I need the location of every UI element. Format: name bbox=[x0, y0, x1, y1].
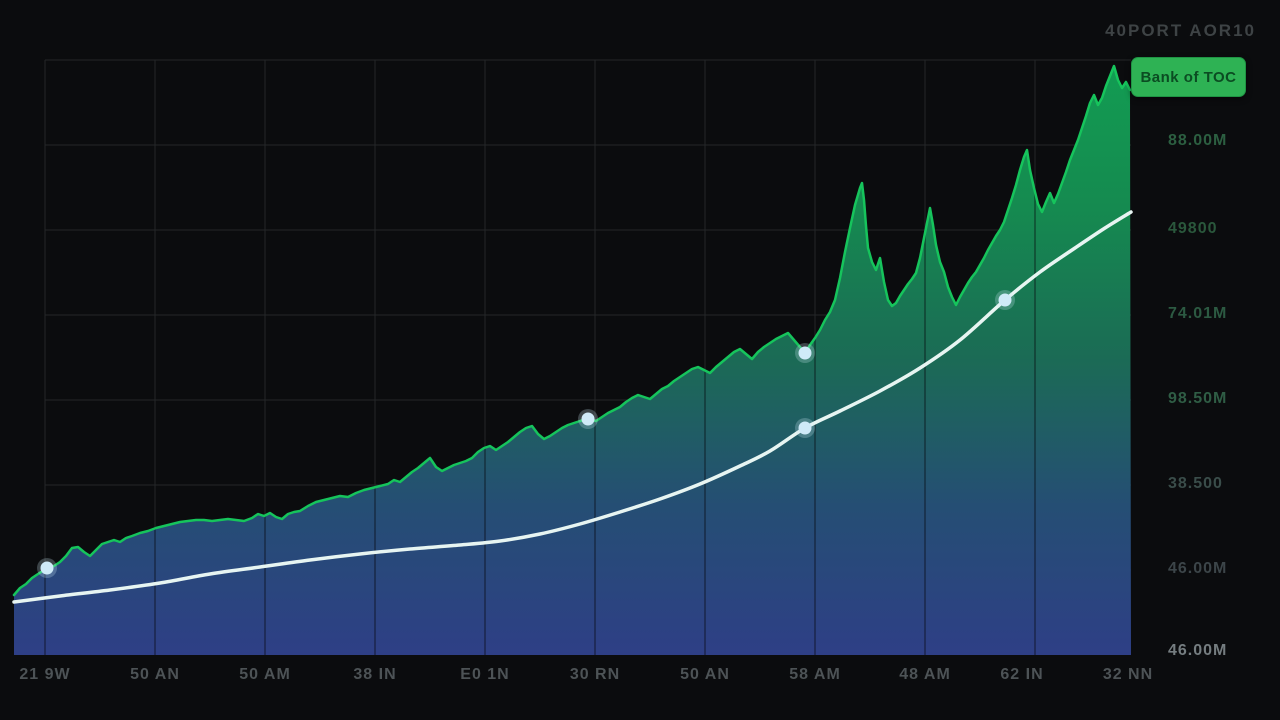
x-axis-label: 38 IN bbox=[353, 666, 397, 683]
y-axis-label: 74.01M bbox=[1168, 305, 1228, 322]
x-axis-label: 50 AM bbox=[239, 666, 291, 683]
x-axis-label: 21 9W bbox=[19, 666, 71, 683]
chart-title: 40PORT AOR10 bbox=[1105, 21, 1256, 40]
price-line bbox=[12, 64, 1132, 597]
x-axis-label: E0 1N bbox=[460, 666, 510, 683]
x-axis-label: 30 RN bbox=[569, 666, 621, 683]
y-axis-label: 98.50M bbox=[1168, 390, 1228, 407]
y-axis-label: 88.00M bbox=[1168, 132, 1228, 149]
y-axis-label: 49800 bbox=[1168, 220, 1218, 237]
x-axis-label: 50 AN bbox=[680, 666, 730, 683]
price-area bbox=[14, 66, 1131, 655]
x-axis-label: 58 AM bbox=[789, 666, 841, 683]
y-axis-label: 38.500 bbox=[1168, 475, 1223, 492]
ticker-badge[interactable]: Bank of TOC bbox=[1131, 57, 1246, 97]
x-axis-label: 62 IN bbox=[1000, 666, 1044, 683]
x-axis-label: 32 NN bbox=[1102, 666, 1154, 683]
x-axis-label: 48 AM bbox=[899, 666, 951, 683]
data-point-marker[interactable] bbox=[798, 421, 812, 435]
data-point-marker[interactable] bbox=[581, 412, 595, 426]
y-axis-label: 46.00M bbox=[1168, 560, 1228, 577]
data-point-marker[interactable] bbox=[998, 293, 1012, 307]
data-point-marker[interactable] bbox=[40, 561, 54, 575]
average-line bbox=[12, 210, 1133, 604]
data-point-marker[interactable] bbox=[798, 346, 812, 360]
y-axis-label: 46.00M bbox=[1168, 642, 1228, 659]
x-axis-label: 50 AN bbox=[130, 666, 180, 683]
